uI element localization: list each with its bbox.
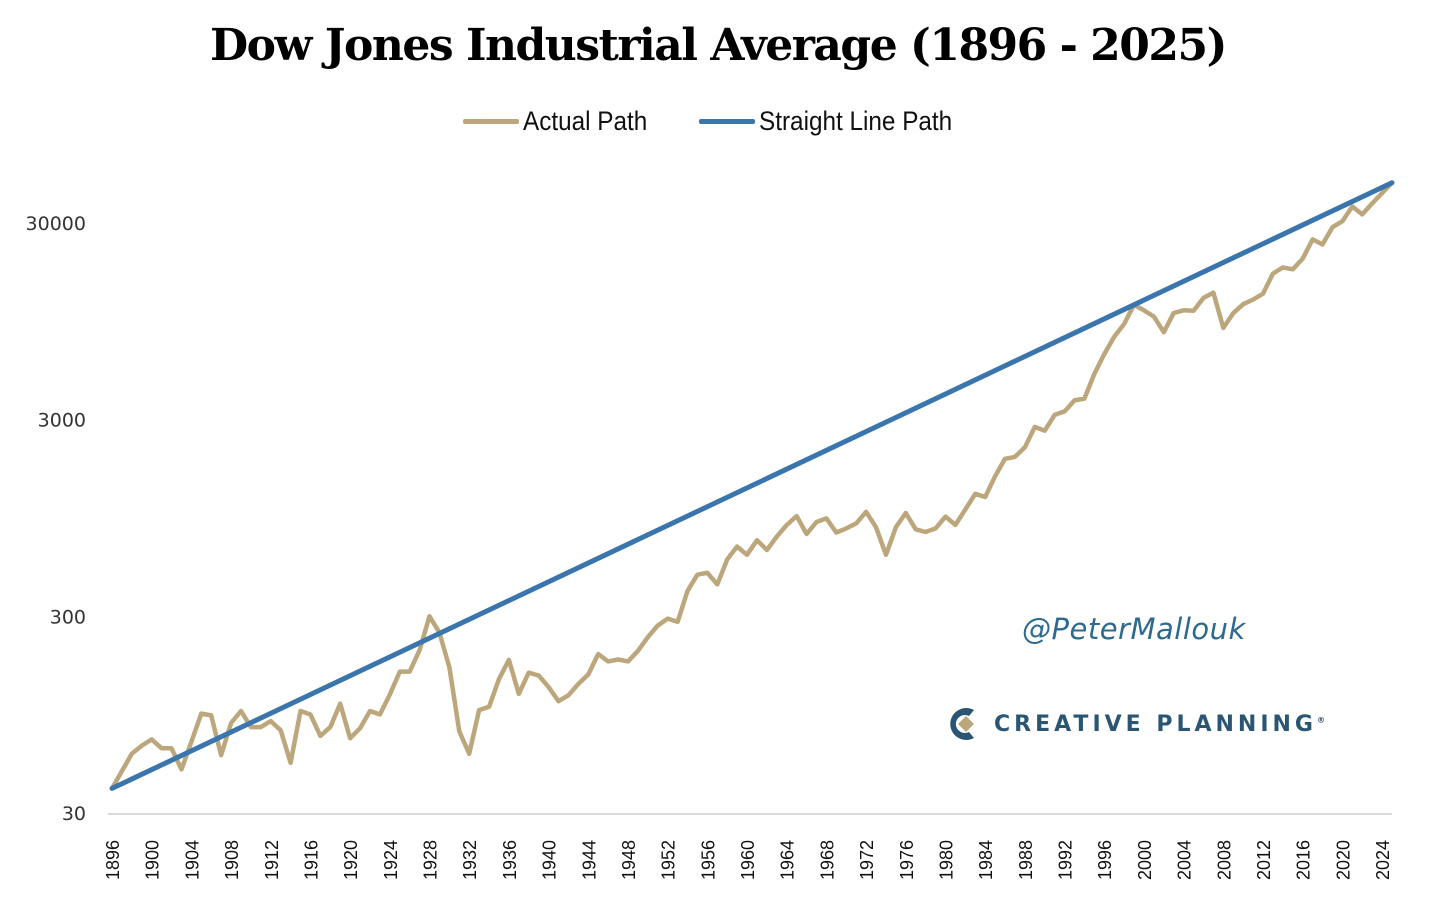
x-tick-label: 2024 (1373, 840, 1393, 880)
x-tick-label: 1964 (778, 840, 798, 880)
legend: Actual Path Straight Line Path (0, 106, 1436, 137)
legend-item-actual-path: Actual Path (462, 106, 661, 137)
x-tick-label: 1952 (659, 840, 679, 880)
legend-item-straight-line-path: Straight Line Path (698, 106, 974, 137)
x-tick-label: 1960 (738, 840, 758, 880)
x-tick-label: 2008 (1214, 840, 1234, 880)
x-tick-label: 1972 (857, 840, 877, 880)
legend-label-straight-line-path: Straight Line Path (758, 106, 952, 136)
x-tick-label: 1944 (579, 840, 599, 880)
x-tick-label: 2020 (1333, 840, 1353, 880)
series-layer (109, 180, 1395, 791)
series-line-straight-line-path (109, 180, 1395, 791)
y-tick-label: 3000 (38, 410, 86, 432)
x-tick-label: 1996 (1095, 840, 1115, 880)
brand-name: CREATIVE PLANNING (994, 711, 1317, 737)
x-tick-label: 1928 (421, 840, 441, 880)
x-tick-label: 1968 (817, 840, 837, 880)
x-tick-label: 2000 (1135, 840, 1155, 880)
x-tick-label: 1948 (619, 840, 639, 880)
y-tick-label: 30000 (26, 213, 86, 235)
chart-title: Dow Jones Industrial Average (1896 - 202… (210, 20, 1227, 71)
legend-swatch-straight-line-path (698, 119, 755, 124)
x-tick-label: 1940 (540, 840, 560, 880)
x-tick-label: 2012 (1254, 840, 1274, 880)
legend-label-actual-path: Actual Path (522, 106, 647, 136)
x-tick-label: 1904 (182, 840, 202, 880)
x-axis: 1896 1900 1904 1908 1912 1916 1920 1924 1928 1932… (103, 840, 1393, 880)
x-tick-label: 1916 (301, 840, 321, 880)
creative-planning-logo-icon (950, 708, 974, 740)
x-tick-label: 1924 (381, 840, 401, 880)
x-tick-label: 1988 (1016, 840, 1036, 880)
x-tick-label: 1980 (936, 840, 956, 880)
x-tick-label: 1976 (897, 840, 917, 880)
y-tick-label: 30 (62, 803, 86, 825)
x-tick-label: 1992 (1056, 840, 1076, 880)
twitter-handle-watermark: @PeterMallouk (1022, 612, 1246, 646)
x-tick-label: 1912 (262, 840, 282, 880)
y-tick-label: 300 (50, 606, 86, 628)
creative-planning-logo: CREATIVE PLANNING® (946, 704, 1325, 744)
x-tick-label: 1908 (222, 840, 242, 880)
creative-planning-wordmark: CREATIVE PLANNING® (994, 712, 1325, 737)
x-tick-label: 1984 (976, 840, 996, 880)
x-tick-label: 1956 (698, 840, 718, 880)
x-tick-label: 1900 (143, 840, 163, 880)
x-tick-label: 1920 (341, 840, 361, 880)
legend-swatch-actual-path (462, 119, 519, 124)
x-tick-label: 1932 (460, 840, 480, 880)
y-axis: 30 300 3000 30000 (26, 213, 86, 825)
x-tick-label: 2016 (1294, 840, 1314, 880)
x-tick-label: 2004 (1175, 840, 1195, 880)
x-tick-label: 1936 (500, 840, 520, 880)
series-line-actual-path (109, 180, 1395, 791)
registered-mark: ® (1317, 715, 1325, 725)
x-tick-label: 1896 (103, 840, 123, 880)
